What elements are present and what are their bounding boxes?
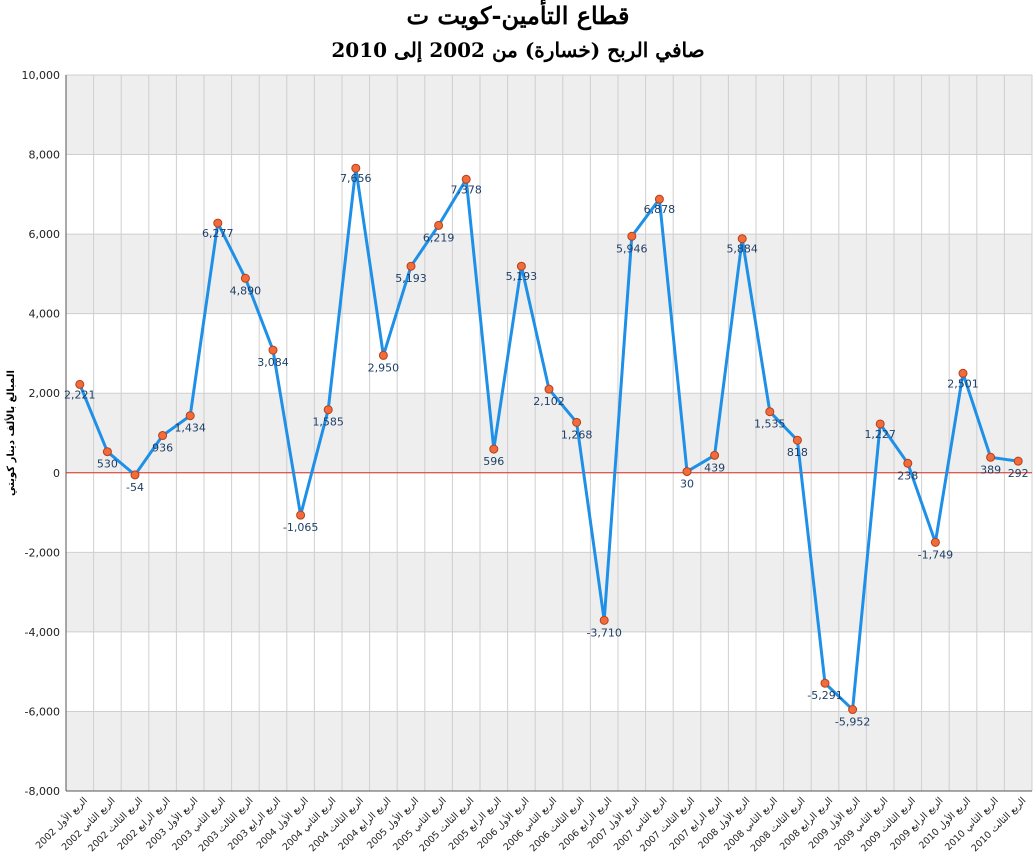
plot-band [66, 552, 1032, 632]
data-point [323, 405, 333, 415]
data-label: 6,878 [644, 203, 676, 216]
data-label: 5,193 [395, 272, 427, 285]
data-label: -1,749 [918, 548, 953, 561]
data-point [185, 411, 195, 421]
chart-title: قطاع التأمين-كويت ت [406, 1, 630, 30]
y-tick-label: -4,000 [25, 626, 60, 639]
data-point [378, 350, 388, 360]
data-point [986, 452, 996, 462]
data-point [930, 537, 940, 547]
data-point [1013, 456, 1023, 466]
data-point [489, 444, 499, 454]
data-label: 5,193 [506, 270, 538, 283]
data-point [903, 458, 913, 468]
y-tick-label: -8,000 [25, 785, 60, 798]
data-label: -1,065 [283, 521, 318, 534]
data-label: 818 [787, 446, 808, 459]
data-point [351, 163, 361, 173]
plot-band [66, 75, 1032, 155]
data-label: 238 [897, 469, 918, 482]
data-point [213, 218, 223, 228]
data-label: 1,585 [312, 416, 344, 429]
data-point [544, 384, 554, 394]
data-point [737, 234, 747, 244]
data-point [572, 417, 582, 427]
data-label: 1,268 [561, 428, 593, 441]
y-tick-label: 10,000 [22, 69, 61, 82]
data-point [958, 368, 968, 378]
data-label: 6,277 [202, 227, 234, 240]
data-label: 7,656 [340, 172, 372, 185]
y-tick-label: -6,000 [25, 705, 60, 718]
data-label: -5,291 [807, 689, 842, 702]
data-point [599, 615, 609, 625]
data-label: 936 [152, 442, 173, 455]
data-label: 530 [97, 458, 118, 471]
data-label: 1,227 [864, 428, 896, 441]
data-point [682, 467, 692, 477]
data-point [820, 678, 830, 688]
data-point [406, 261, 416, 271]
data-point [102, 447, 112, 457]
data-point [516, 261, 526, 271]
data-label: 292 [1008, 467, 1029, 480]
data-label: 5,946 [616, 242, 648, 255]
data-point [792, 435, 802, 445]
chart-subtitle: صافي الربح (خسارة) من 2002 إلى 2010 [331, 38, 705, 62]
y-tick-label: 4,000 [29, 308, 61, 321]
y-tick-label: 2,000 [29, 387, 61, 400]
data-label: 30 [680, 478, 694, 491]
data-point [710, 450, 720, 460]
data-label: 1,535 [754, 418, 786, 431]
data-label: -3,710 [586, 626, 621, 639]
plot-band [66, 393, 1032, 473]
data-label: -54 [126, 481, 144, 494]
data-label: 4,890 [230, 284, 262, 297]
data-point [461, 174, 471, 184]
data-label: 6,219 [423, 231, 455, 244]
y-tick-label: 6,000 [29, 228, 61, 241]
data-point [654, 194, 664, 204]
data-label: 7,378 [450, 183, 482, 196]
y-tick-label: 8,000 [29, 149, 61, 162]
plot-band [66, 711, 1032, 791]
data-label: 389 [980, 463, 1001, 476]
y-axis-label: المبالغ بالألف دينار كويتي [4, 370, 17, 496]
y-tick-label: -2,000 [25, 546, 60, 559]
data-point [875, 419, 885, 429]
data-point [268, 345, 278, 355]
data-label: 1,434 [174, 422, 206, 435]
data-point [240, 273, 250, 283]
data-label: 2,501 [947, 377, 979, 390]
data-point [130, 470, 140, 480]
data-label: 596 [483, 455, 504, 468]
data-label: -5,952 [835, 716, 870, 729]
data-point [627, 231, 637, 241]
data-label: 2,950 [368, 361, 400, 374]
data-point [765, 407, 775, 417]
data-label: 5,884 [726, 243, 758, 256]
plot-band [66, 234, 1032, 314]
data-point [158, 431, 168, 441]
data-label: 2,221 [64, 388, 96, 401]
data-label: 3,084 [257, 356, 289, 369]
data-point [75, 379, 85, 389]
y-tick-label: 0 [53, 467, 60, 480]
data-label: 2,102 [533, 395, 565, 408]
data-point [848, 705, 858, 715]
data-point [434, 220, 444, 230]
data-point [296, 510, 306, 520]
data-label: 439 [704, 461, 725, 474]
